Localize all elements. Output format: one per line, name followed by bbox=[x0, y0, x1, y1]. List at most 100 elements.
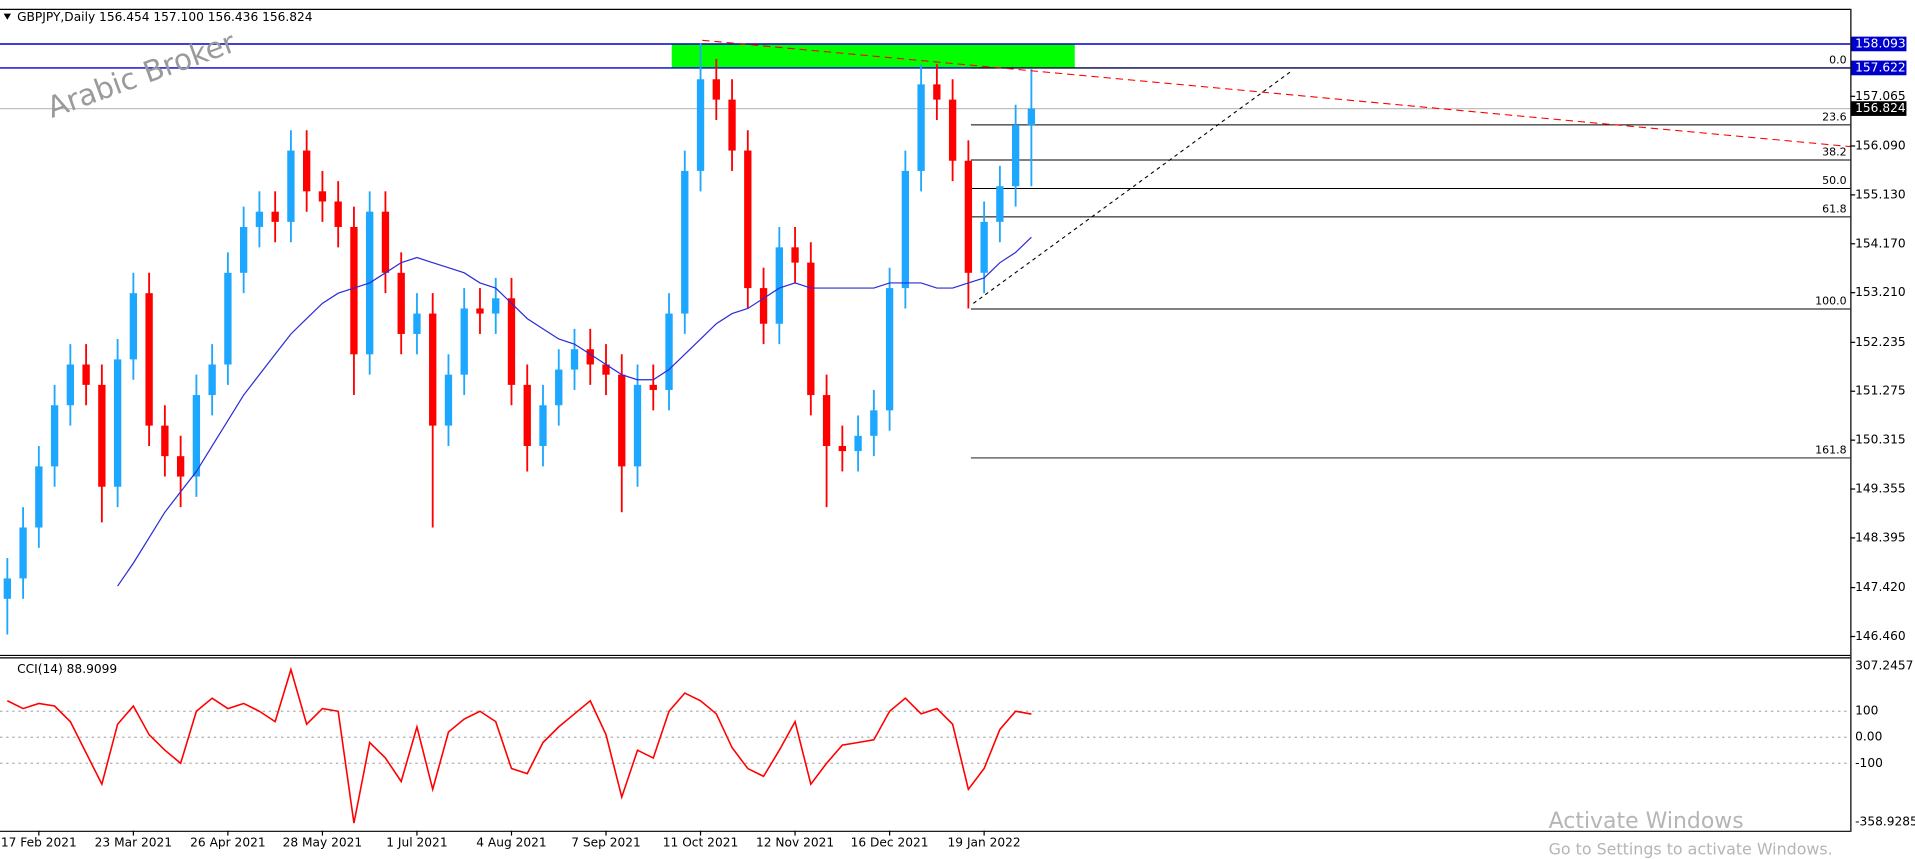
notice-text: Go to Settings to activate Windows. bbox=[1549, 840, 1833, 859]
candle-body bbox=[539, 405, 547, 446]
x-tick-label: 16 Dec 2021 bbox=[851, 835, 929, 849]
cci-line bbox=[6, 666, 1032, 824]
candle-body bbox=[775, 247, 783, 324]
x-tick-label: 28 May 2021 bbox=[283, 835, 363, 849]
candle-body bbox=[113, 359, 122, 487]
candle-body bbox=[350, 226, 358, 355]
candle-body bbox=[82, 364, 90, 385]
candle-body bbox=[948, 99, 957, 161]
x-tick-label: 17 Feb 2021 bbox=[1, 835, 77, 849]
candle-body bbox=[933, 84, 941, 100]
candle-body bbox=[507, 298, 516, 385]
y-tick-label: 148.395 bbox=[1855, 530, 1905, 544]
y-tick-label: 146.460 bbox=[1855, 629, 1905, 643]
candle-body bbox=[854, 435, 862, 452]
x-tick-label: 19 Jan 2022 bbox=[948, 835, 1021, 849]
candle-body bbox=[176, 456, 185, 477]
candle-body bbox=[822, 395, 831, 446]
y-tick-label: 156.090 bbox=[1855, 138, 1905, 152]
candle-body bbox=[255, 211, 264, 227]
candle-body bbox=[555, 369, 563, 406]
x-tick-label: 11 Oct 2021 bbox=[663, 835, 738, 849]
candle-body bbox=[665, 313, 673, 390]
candle-body bbox=[224, 272, 232, 365]
candle-body bbox=[208, 364, 216, 396]
candle-body bbox=[429, 313, 437, 426]
y-tick-label: 157.065 bbox=[1855, 89, 1905, 103]
y-tick-label: 152.235 bbox=[1855, 335, 1905, 349]
candle-body bbox=[460, 308, 468, 375]
candle-body bbox=[807, 262, 815, 396]
candle-body bbox=[791, 247, 799, 263]
candle-body bbox=[1011, 125, 1020, 187]
candle-body bbox=[3, 578, 11, 599]
candle-body bbox=[381, 211, 390, 273]
candle-body bbox=[334, 201, 342, 227]
fib-label: 100.0 bbox=[1815, 295, 1846, 308]
y-tick-label: 151.275 bbox=[1855, 384, 1905, 398]
candle-body bbox=[129, 293, 138, 360]
fib-label: 50.0 bbox=[1822, 174, 1846, 187]
y-tick-label: 150.315 bbox=[1855, 433, 1905, 447]
candle-body bbox=[161, 425, 169, 457]
x-tick-label: 26 Apr 2021 bbox=[190, 835, 265, 849]
collapse-icon[interactable] bbox=[3, 13, 11, 20]
y-tick-label: 100 bbox=[1855, 704, 1878, 718]
candle-body bbox=[602, 364, 610, 375]
candle-body bbox=[696, 79, 705, 171]
y-tick-label: -358.9285 bbox=[1855, 815, 1915, 829]
candle-body bbox=[145, 293, 153, 426]
y-tick-label: 307.2457 bbox=[1855, 658, 1913, 672]
candle-body bbox=[287, 150, 295, 222]
candle-body bbox=[98, 384, 106, 487]
candle-body bbox=[980, 221, 988, 273]
candle-body bbox=[318, 191, 327, 202]
candle-body bbox=[476, 308, 484, 314]
chart-title: GBPJPY,Daily 156.454 157.100 156.436 156… bbox=[17, 10, 313, 24]
candle-body bbox=[759, 288, 768, 324]
last-price-label: 156.824 bbox=[1855, 101, 1906, 115]
candle-body bbox=[35, 466, 43, 528]
price-tag-label: 158.093 bbox=[1855, 36, 1905, 50]
y-tick-label: 0.00 bbox=[1855, 730, 1882, 744]
price-tag bbox=[1851, 36, 1907, 52]
price-tag bbox=[1851, 101, 1907, 116]
candle-body bbox=[303, 150, 311, 192]
notice-title: Activate Windows bbox=[1549, 809, 1744, 834]
y-tick-label: 147.420 bbox=[1855, 580, 1905, 594]
fib-label: 23.6 bbox=[1822, 111, 1846, 124]
x-tick-label: 23 Mar 2021 bbox=[95, 835, 172, 849]
y-tick-label: 153.210 bbox=[1855, 285, 1905, 299]
candle-body bbox=[586, 349, 594, 365]
candle-body bbox=[492, 298, 500, 314]
x-tick-label: 7 Sep 2021 bbox=[571, 835, 641, 849]
candle-body bbox=[271, 211, 279, 222]
candle-body bbox=[712, 79, 720, 100]
plot: 0.023.638.250.061.8100.0161.8157.065156.… bbox=[0, 36, 1915, 849]
indicator-title: CCI(14) 88.9099 bbox=[17, 662, 117, 676]
candle-body bbox=[838, 445, 846, 452]
fib-label: 161.8 bbox=[1815, 444, 1846, 457]
candle-body bbox=[649, 384, 657, 390]
candle-body bbox=[901, 170, 910, 289]
moving-average bbox=[117, 236, 1032, 587]
price-tag bbox=[1851, 60, 1907, 76]
candle-body bbox=[50, 405, 59, 467]
candle-body bbox=[192, 395, 201, 477]
candle-body bbox=[413, 313, 421, 334]
candle-body bbox=[633, 384, 642, 467]
candle-body bbox=[570, 349, 579, 370]
candle-body bbox=[885, 288, 894, 411]
candle-body bbox=[728, 99, 736, 151]
fib-label: 38.2 bbox=[1822, 146, 1846, 159]
y-tick-label: -100 bbox=[1855, 756, 1883, 770]
trendline bbox=[702, 39, 1851, 148]
x-tick-label: 12 Nov 2021 bbox=[756, 835, 834, 849]
y-tick-label: 149.355 bbox=[1855, 482, 1905, 496]
candle-body bbox=[618, 374, 626, 467]
y-tick-label: 154.170 bbox=[1855, 236, 1905, 250]
candle-body bbox=[523, 384, 531, 446]
